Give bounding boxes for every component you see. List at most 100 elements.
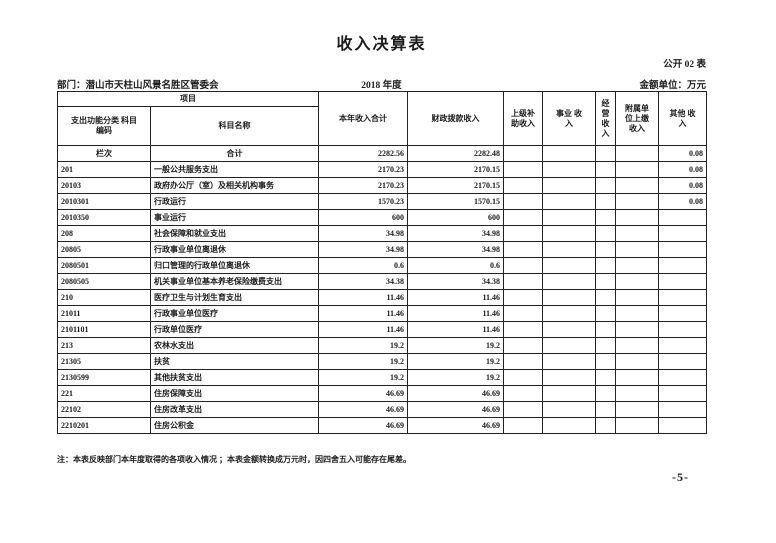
row-code: 2010301 (57, 193, 151, 210)
header-superior-subsidy: 上级补 助收入 (503, 91, 543, 146)
table-row: 221 住房保障支出 46.69 46.69 (57, 385, 707, 402)
row-subject-name: 行政单位医疗 (150, 321, 319, 338)
row-fiscal-appropriation: 0.6 (407, 257, 504, 274)
row-business-income (542, 257, 596, 274)
footnote: 注：本表反映部门本年度取得的各项收入情况 ；本表金额转换成万元时，因四舍五入可能… (57, 455, 411, 464)
row-superior-subsidy (503, 257, 543, 274)
row-business-income (542, 305, 596, 322)
row-other-income (658, 273, 707, 290)
row-affiliated-income (615, 161, 659, 178)
row-total-income: 19.2 (318, 353, 408, 370)
row-fiscal-appropriation: 2170.15 (407, 161, 504, 178)
row-total-income: 19.2 (318, 337, 408, 354)
header-business-income: 事业 收 入 (542, 91, 596, 146)
row-other-income (658, 241, 707, 258)
row-total-income: 34.98 (318, 241, 408, 258)
row-affiliated-income (615, 225, 659, 242)
row-business-income (542, 193, 596, 210)
row-subject-name: 归口管理的行政单位离退休 (150, 257, 319, 274)
table-row: 20103 政府办公厅（室）及相关机构事务 2170.23 2170.15 0.… (57, 177, 707, 194)
row-affiliated-income (615, 305, 659, 322)
row-subject-name: 政府办公厅（室）及相关机构事务 (150, 177, 319, 194)
row-subject-name: 扶贫 (150, 353, 319, 370)
row-code: 21011 (57, 305, 151, 322)
table-row: 20805 行政事业单位离退休 34.98 34.98 (57, 241, 707, 258)
row-other-income (658, 257, 707, 274)
row-business-income (542, 241, 596, 258)
row-affiliated-income (615, 145, 659, 162)
row-business-income (542, 177, 596, 194)
row-business-income (542, 225, 596, 242)
row-total-income: 19.2 (318, 369, 408, 386)
row-subject-name: 其他扶贫支出 (150, 369, 319, 386)
row-operating-income (595, 257, 616, 274)
row-affiliated-income (615, 353, 659, 370)
row-business-income (542, 273, 596, 290)
row-total-income: 11.46 (318, 289, 408, 306)
table-row: 208 社会保障和就业支出 34.98 34.98 (57, 225, 707, 242)
row-total-income: 2170.23 (318, 177, 408, 194)
row-fiscal-appropriation: 2282.48 (407, 145, 504, 162)
row-code: 20805 (57, 241, 151, 258)
row-code: 20103 (57, 177, 151, 194)
row-superior-subsidy (503, 417, 543, 434)
table-row: 201 一般公共服务支出 2170.23 2170.15 0.08 (57, 161, 707, 178)
row-other-income (658, 401, 707, 418)
row-other-income (658, 305, 707, 322)
row-affiliated-income (615, 257, 659, 274)
row-code: 22102 (57, 401, 151, 418)
row-total-income: 11.46 (318, 321, 408, 338)
row-code: 210 (57, 289, 151, 306)
row-business-income (542, 353, 596, 370)
row-total-income: 34.98 (318, 225, 408, 242)
row-superior-subsidy (503, 401, 543, 418)
row-total-income: 600 (318, 209, 408, 226)
row-code: 2130599 (57, 369, 151, 386)
form-code-label: 公开 02 表 (663, 60, 706, 70)
row-fiscal-appropriation: 34.98 (407, 241, 504, 258)
table-row: 213 农林水支出 19.2 19.2 (57, 337, 707, 354)
row-other-income (658, 225, 707, 242)
row-superior-subsidy (503, 385, 543, 402)
table-row: 22102 住房改革支出 46.69 46.69 (57, 401, 707, 418)
row-subject-name: 农林水支出 (150, 337, 319, 354)
row-code: 208 (57, 225, 151, 242)
table-row: 21305 扶贫 19.2 19.2 (57, 353, 707, 370)
row-business-income (542, 145, 596, 162)
row-fiscal-appropriation: 46.69 (407, 401, 504, 418)
table-row: 2010350 事业运行 600 600 (57, 209, 707, 226)
table-row: 2130599 其他扶贫支出 19.2 19.2 (57, 369, 707, 386)
row-superior-subsidy (503, 241, 543, 258)
row-code: 201 (57, 161, 151, 178)
header-other-income: 其他 收 入 (658, 91, 707, 146)
row-subject-name: 住房改革支出 (150, 401, 319, 418)
row-superior-subsidy (503, 209, 543, 226)
row-superior-subsidy (503, 289, 543, 306)
row-subject-name: 行政运行 (150, 193, 319, 210)
row-operating-income (595, 385, 616, 402)
row-business-income (542, 385, 596, 402)
row-superior-subsidy (503, 369, 543, 386)
row-operating-income (595, 145, 616, 162)
row-superior-subsidy (503, 305, 543, 322)
meta-row: 部门：潜山市天柱山风景名胜区管委会 2018 年度 金额单位：万元 (57, 74, 706, 91)
row-operating-income (595, 353, 616, 370)
row-affiliated-income (615, 177, 659, 194)
department-label: 部门：潜山市天柱山风景名胜区管委会 (57, 81, 219, 91)
row-fiscal-appropriation: 34.38 (407, 273, 504, 290)
row-superior-subsidy (503, 177, 543, 194)
row-other-income: 0.08 (658, 177, 707, 194)
row-operating-income (595, 337, 616, 354)
row-affiliated-income (615, 289, 659, 306)
row-operating-income (595, 321, 616, 338)
row-other-income (658, 289, 707, 306)
row-subject-name: 行政事业单位离退休 (150, 241, 319, 258)
row-total-income: 2170.23 (318, 161, 408, 178)
table-row: 2080505 机关事业单位基本养老保险缴费支出 34.38 34.38 (57, 273, 707, 290)
row-code: 2010350 (57, 209, 151, 226)
row-fiscal-appropriation: 11.46 (407, 321, 504, 338)
row-fiscal-appropriation: 11.46 (407, 289, 504, 306)
row-code: 21305 (57, 353, 151, 370)
header-affiliated-income: 附属单 位上缴 收入 (615, 91, 659, 146)
row-other-income: 0.08 (658, 193, 707, 210)
